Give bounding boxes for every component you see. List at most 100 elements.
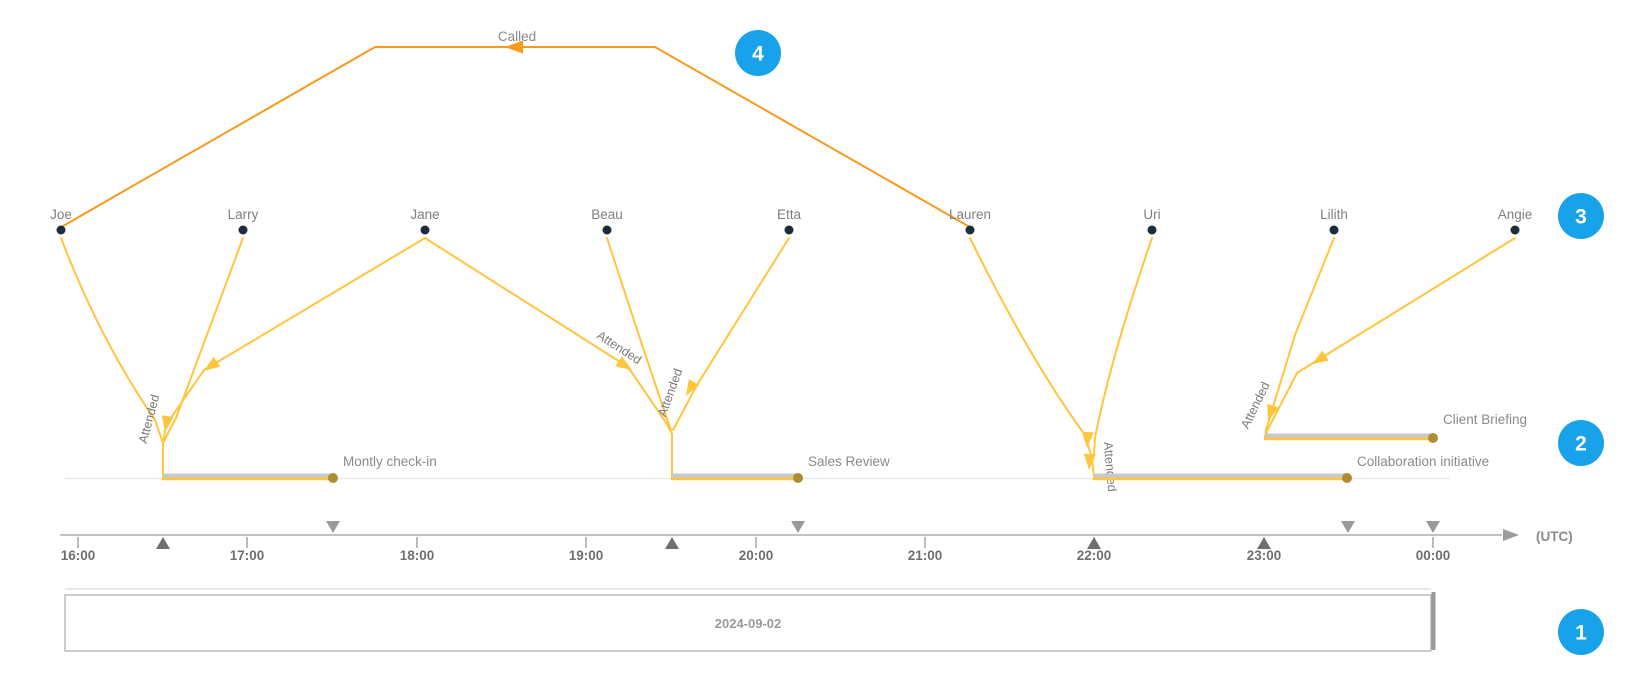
attended-link-label: Attended <box>1101 441 1119 492</box>
link-etta-sales-review[interactable] <box>672 237 790 431</box>
entity-label: Jane <box>410 207 439 222</box>
event-endpoint-dot[interactable] <box>793 473 803 483</box>
event-track[interactable] <box>1265 433 1433 439</box>
links-attended <box>60 237 1516 480</box>
event-label: Montly check-in <box>343 454 437 469</box>
entity-dot[interactable] <box>1510 225 1520 235</box>
event-label: Client Briefing <box>1443 412 1527 427</box>
entity-dot[interactable] <box>965 225 975 235</box>
tick-label: 00:00 <box>1416 548 1451 563</box>
tick-label: 18:00 <box>400 548 435 563</box>
axis-tick-1900: 19:00 <box>569 537 604 563</box>
annotation-badge-4: 4 <box>735 30 781 76</box>
event-monthly-checkin[interactable]: Montly check-in <box>161 454 437 483</box>
event-sales-review[interactable]: Sales Review <box>670 454 890 483</box>
link-jane-monthly-checkin[interactable] <box>162 237 426 444</box>
entity-label: Etta <box>777 207 802 222</box>
attended-arrowhead-icon <box>1312 350 1329 364</box>
tick-label: 19:00 <box>569 548 604 563</box>
event-collaboration-initiative[interactable]: Collaboration initiative <box>1092 454 1489 483</box>
entity-dot[interactable] <box>1329 225 1339 235</box>
event-end-marker-icon <box>326 521 340 533</box>
entity-joe[interactable]: Joe <box>50 207 72 235</box>
attended-arrowhead-icon <box>1083 453 1096 470</box>
entity-dot[interactable] <box>238 225 248 235</box>
badge-circle <box>1558 609 1604 655</box>
tick-label: 21:00 <box>908 548 943 563</box>
event-endpoint-dot[interactable] <box>328 473 338 483</box>
tick-label: 23:00 <box>1247 548 1282 563</box>
event-track[interactable] <box>163 473 333 479</box>
axis-tick-2100: 21:00 <box>908 537 943 563</box>
tick-label: 17:00 <box>230 548 265 563</box>
entity-dot[interactable] <box>602 225 612 235</box>
entity-label: Joe <box>50 207 72 222</box>
arrowheads <box>161 40 1329 470</box>
badge-circle <box>1558 193 1604 239</box>
link-joe-monthly-checkin[interactable] <box>60 237 164 480</box>
timezone-label: (UTC) <box>1536 529 1573 544</box>
link-uri-collaboration[interactable] <box>1093 237 1153 456</box>
annotation-badge-2: 2 <box>1558 420 1604 466</box>
entity-lilith[interactable]: Lilith <box>1320 207 1348 235</box>
link-lauren-collaboration[interactable] <box>969 237 1095 478</box>
navigator-range-band[interactable] <box>64 594 1432 652</box>
entity-dot[interactable] <box>56 225 66 235</box>
link-joe-called-lauren[interactable] <box>62 46 969 227</box>
event-end-marker-icon <box>791 521 805 533</box>
attended-link-label: Attended <box>655 367 685 419</box>
link-larry-monthly-checkin[interactable] <box>163 237 244 442</box>
entity-label: Angie <box>1498 207 1533 222</box>
date-range-navigator[interactable]: 2024-09-02 <box>64 588 1436 652</box>
axis-tick-1800: 18:00 <box>400 537 435 563</box>
entity-dot[interactable] <box>784 225 794 235</box>
event-track[interactable] <box>1094 473 1347 479</box>
event-end-marker-icon <box>1426 521 1440 533</box>
entity-lauren[interactable]: Lauren <box>949 207 991 235</box>
attended-arrowhead-icon <box>686 379 700 396</box>
annotation-badges: 4 3 2 1 <box>735 30 1604 655</box>
event-endpoint-dot[interactable] <box>1342 473 1352 483</box>
link-angie-client-briefing[interactable] <box>1264 237 1516 439</box>
tick-label: 16:00 <box>61 548 96 563</box>
navigator-drag-handle[interactable] <box>1431 592 1436 650</box>
badge-number: 3 <box>1575 206 1587 229</box>
attended-arrowhead-icon <box>615 356 632 370</box>
entity-jane[interactable]: Jane <box>410 207 440 235</box>
event-start-marker-icon <box>1257 537 1271 549</box>
entity-dot[interactable] <box>1147 225 1157 235</box>
entity-label: Larry <box>228 207 259 222</box>
attended-arrowhead-icon <box>161 415 174 432</box>
axis-arrow-icon <box>1503 529 1519 541</box>
event-end-marker-icon <box>1341 521 1355 533</box>
entity-uri[interactable]: Uri <box>1143 207 1161 235</box>
event-start-marker-icon <box>156 537 170 549</box>
entities: Joe Larry Jane Beau Etta Lauren Uri Lil <box>50 207 1532 235</box>
event-start-marker-icon <box>665 537 679 549</box>
entity-dot[interactable] <box>420 225 430 235</box>
entity-label: Lilith <box>1320 207 1348 222</box>
event-client-briefing[interactable]: Client Briefing <box>1263 412 1527 443</box>
event-endpoint-dot[interactable] <box>1428 433 1438 443</box>
axis-tick-1600: 16:00 <box>61 537 96 563</box>
entity-larry[interactable]: Larry <box>228 207 259 235</box>
entity-label: Uri <box>1143 207 1160 222</box>
axis-tick-1700: 17:00 <box>230 537 265 563</box>
entity-beau[interactable]: Beau <box>591 207 623 235</box>
event-track[interactable] <box>672 473 798 479</box>
events: Montly check-in Sales Review Collaborati… <box>161 412 1527 483</box>
axis-tick-2000: 20:00 <box>739 537 773 563</box>
event-start-marker-icon <box>1087 537 1101 549</box>
link-beau-sales-review[interactable] <box>606 237 672 431</box>
called-arrowhead-icon <box>505 40 523 54</box>
tick-label: 22:00 <box>1077 548 1112 563</box>
attended-arrowhead-icon <box>204 356 221 371</box>
attended-arrowhead-icon <box>1081 431 1094 448</box>
axis-tick-0000: 00:00 <box>1416 537 1451 563</box>
attended-link-label: Attended <box>136 393 162 445</box>
badge-number: 1 <box>1575 622 1587 645</box>
entity-etta[interactable]: Etta <box>777 207 802 235</box>
link-jane-sales-review[interactable] <box>424 237 673 480</box>
entity-angie[interactable]: Angie <box>1498 207 1533 235</box>
